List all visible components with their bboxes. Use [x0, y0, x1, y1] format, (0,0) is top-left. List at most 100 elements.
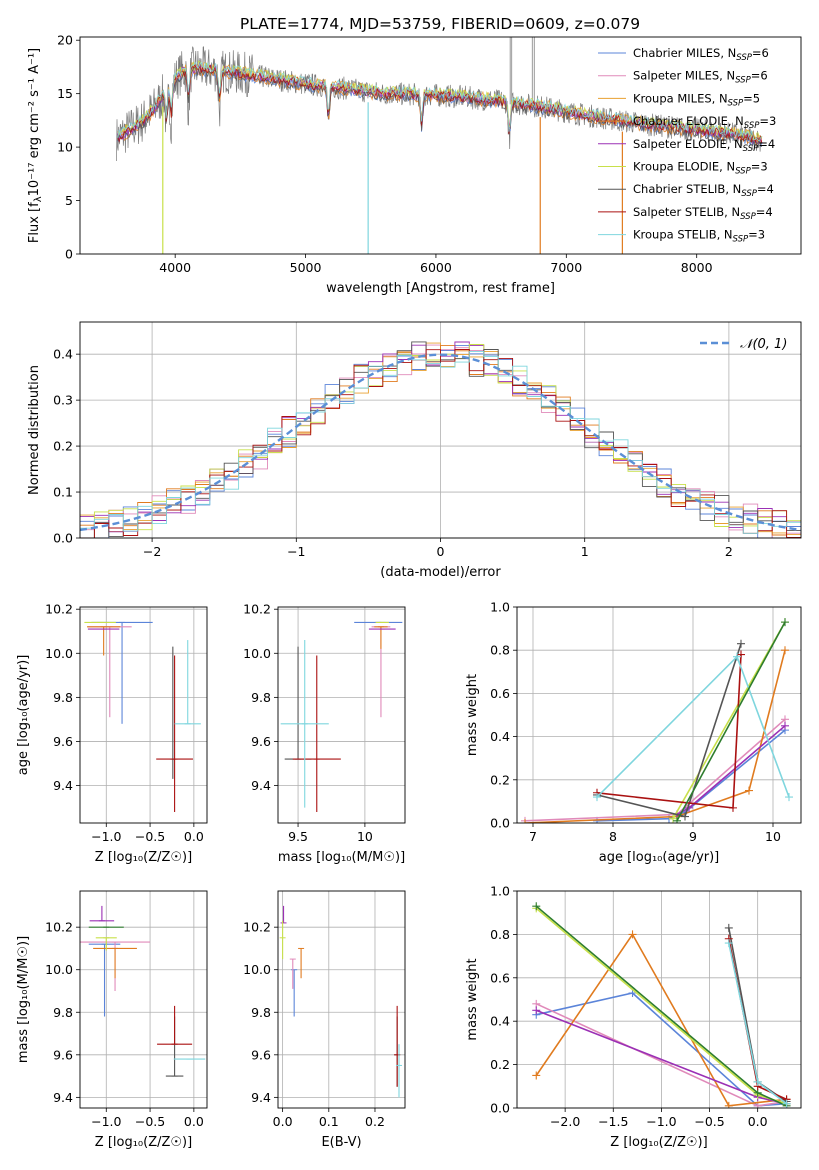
legend-entry: Salpeter ELODIE, NSSP=4 [633, 137, 775, 154]
y-axis-label: mass weight [465, 958, 480, 1040]
x-axis-label: Z [log₁₀(Z/Z☉)] [95, 1135, 192, 1150]
x-tick-label: 9 [689, 829, 697, 844]
mass-weight-marker [724, 923, 733, 932]
y-tick-label: 9.6 [53, 734, 73, 749]
mass-weight-marker [781, 721, 789, 730]
mass-weight-marker [781, 618, 789, 627]
mass-weight-marker [733, 652, 741, 661]
errorbars [280, 621, 403, 812]
mass-weight-marker [532, 1006, 541, 1015]
y-tick-label: 0.6 [490, 970, 510, 985]
spectrum-lines [116, 37, 763, 254]
axes-mw_vs_age: 7 8 9 10 0.0 0.2 0.4 0.6 0.8 1.0 age [log₁₀(age/yr… [465, 600, 802, 865]
y-tick-label: 0.8 [490, 643, 510, 658]
errorbar-point [157, 1005, 193, 1045]
plot-frame [277, 890, 406, 1109]
x-tick-label: 2 [725, 544, 733, 559]
x-tick-label: −1.0 [646, 1114, 676, 1129]
plot-frame [79, 890, 208, 1109]
y-tick-label: 10.2 [243, 920, 271, 935]
x-tick-label: 6000 [420, 260, 452, 275]
y-tick-label: 0.2 [53, 439, 73, 454]
normal-curve [80, 353, 801, 532]
legend-entry: Salpeter STELIB, NSSP=4 [633, 205, 773, 222]
mass-weight-marker [745, 786, 753, 795]
y-tick-label: 9.8 [53, 1005, 73, 1020]
legend-normal: 𝒩(0, 1) [700, 337, 787, 352]
legend-entry: Chabrier ELODIE, NSSP=3 [633, 114, 776, 131]
errorbar-point [89, 905, 115, 922]
y-tick-label: 0.3 [53, 393, 73, 408]
y-tick-label: 0.0 [490, 1101, 510, 1116]
x-tick-label: 10 [765, 829, 781, 844]
x-tick-label: 1 [581, 544, 589, 559]
y-tick-label: 1.0 [490, 884, 510, 899]
y-tick-label: 0.2 [490, 1057, 510, 1072]
legend-entry: Kroupa STELIB, NSSP=3 [633, 228, 765, 245]
errorbar-point [93, 947, 137, 979]
y-tick-label: 9.4 [53, 778, 73, 793]
x-tick-label: 0 [437, 544, 445, 559]
y-tick-label: 5 [65, 193, 73, 208]
errorbar-point [87, 626, 121, 656]
histograms [80, 341, 801, 538]
legend: Chabrier MILES, NSSP=6 Salpeter MILES, NS… [598, 46, 776, 245]
y-tick-label: 0.1 [53, 485, 73, 500]
y-tick-label: 9.6 [251, 734, 271, 749]
mass-weight-marker [737, 639, 745, 648]
errorbar-point [279, 920, 286, 960]
y-tick-label: 9.8 [251, 1005, 271, 1020]
mass-weight-series [524, 650, 786, 823]
x-tick-label: −1 [287, 544, 305, 559]
errorbar-point [289, 958, 296, 989]
y-tick-label: 0.0 [490, 816, 510, 831]
y-tick-label: 9.4 [251, 1090, 271, 1105]
errorbar-point [292, 655, 341, 812]
errorbar-point [395, 1044, 402, 1098]
x-tick-label: 10 [357, 829, 373, 844]
y-tick-label: 0.4 [490, 1014, 510, 1029]
y-axis-label: mass [log₁₀(M/M☉)] [16, 936, 31, 1063]
x-tick-label: 0.1 [319, 1114, 339, 1129]
y-tick-label: 0.4 [53, 347, 73, 362]
plot-frame [516, 890, 802, 1109]
x-tick-label: 8 [609, 829, 617, 844]
x-tick-label: −0.5 [135, 829, 165, 844]
y-tick-label: 20 [57, 33, 73, 48]
plot-frame [277, 606, 406, 824]
mass-weight-marker [521, 819, 529, 823]
y-tick-label: 10.0 [45, 962, 73, 977]
histogram-step [80, 341, 801, 538]
y-tick-label: 0.8 [490, 927, 510, 942]
mass-weight-marker [724, 1101, 733, 1108]
axes-age_vs_Z: −1.0 −0.5 0.0 9.4 9.6 9.8 10.0 10.2 Z [log₁₀(Z/Z… [16, 602, 208, 865]
errorbar-point [280, 640, 329, 808]
y-tick-label: 15 [57, 86, 73, 101]
legend-entry: Kroupa ELODIE, NSSP=3 [633, 160, 768, 177]
x-tick-label: 5000 [290, 260, 322, 275]
y-axis-label: Normed distribution [27, 365, 42, 495]
x-axis-label: Z [log₁₀(Z/Z☉)] [95, 850, 192, 865]
axes-mw_vs_Z: −2.0 −1.5 −1.0 −0.5 0.0 0.0 0.2 0.4 0.6 0.8 1.0 Z [… [465, 884, 802, 1150]
mass-weight-marker [532, 902, 541, 911]
mass-weight-marker [681, 812, 689, 821]
x-tick-label: 8000 [681, 260, 713, 275]
x-tick-label: −2.0 [550, 1114, 580, 1129]
plot-frame [79, 321, 802, 539]
spectrum-model-line [117, 66, 763, 147]
axes-spectrum: 4000 5000 6000 7000 8000 0 5 10 15 20 wavelength [… [27, 33, 802, 296]
y-tick-label: 10.2 [45, 920, 73, 935]
legend-entry: Kroupa MILES, NSSP=5 [633, 91, 760, 108]
y-tick-label: 0.4 [490, 729, 510, 744]
errorbar-point [174, 640, 201, 725]
legend-entry: Chabrier STELIB, NSSP=4 [633, 182, 774, 199]
y-tick-label: 10.2 [45, 602, 73, 617]
y-tick-label: 9.8 [53, 690, 73, 705]
x-tick-label: −1.5 [598, 1114, 628, 1129]
x-axis-label: (data-model)/error [380, 565, 501, 580]
y-tick-label: 10.0 [45, 646, 73, 661]
y-tick-label: 9.8 [251, 690, 271, 705]
y-tick-label: 1.0 [490, 600, 510, 615]
y-tick-label: 10.2 [243, 602, 271, 617]
